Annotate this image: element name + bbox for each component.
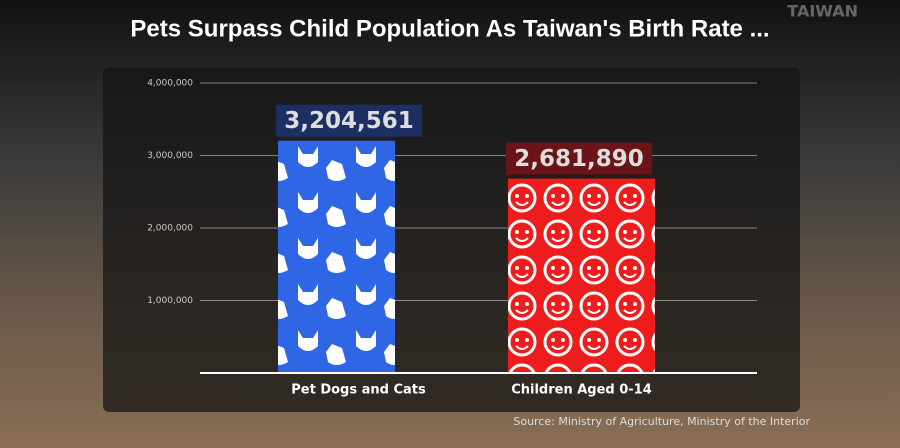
bar-pattern xyxy=(508,178,655,373)
value-label-box xyxy=(276,104,422,137)
chart-panel xyxy=(103,68,800,412)
value-label: 2,681,890 xyxy=(514,146,644,172)
value-label: 3,204,561 xyxy=(284,108,414,134)
x-tick-label: Pet Dogs and Cats xyxy=(291,383,426,398)
value-label-box xyxy=(506,142,652,175)
bar-pattern xyxy=(278,140,395,373)
y-tick-label: 1,000,000 xyxy=(147,296,193,306)
y-tick-label: 3,000,000 xyxy=(147,151,193,161)
watermark: TAIWAN xyxy=(787,2,858,21)
y-tick-label: 2,000,000 xyxy=(147,224,193,234)
source-note: Source: Ministry of Agriculture, Ministr… xyxy=(513,415,810,428)
chart-title: Pets Surpass Child Population As Taiwan'… xyxy=(130,15,769,42)
y-tick-label: 4,000,000 xyxy=(147,79,193,89)
x-tick-label: Children Aged 0-14 xyxy=(511,383,652,398)
